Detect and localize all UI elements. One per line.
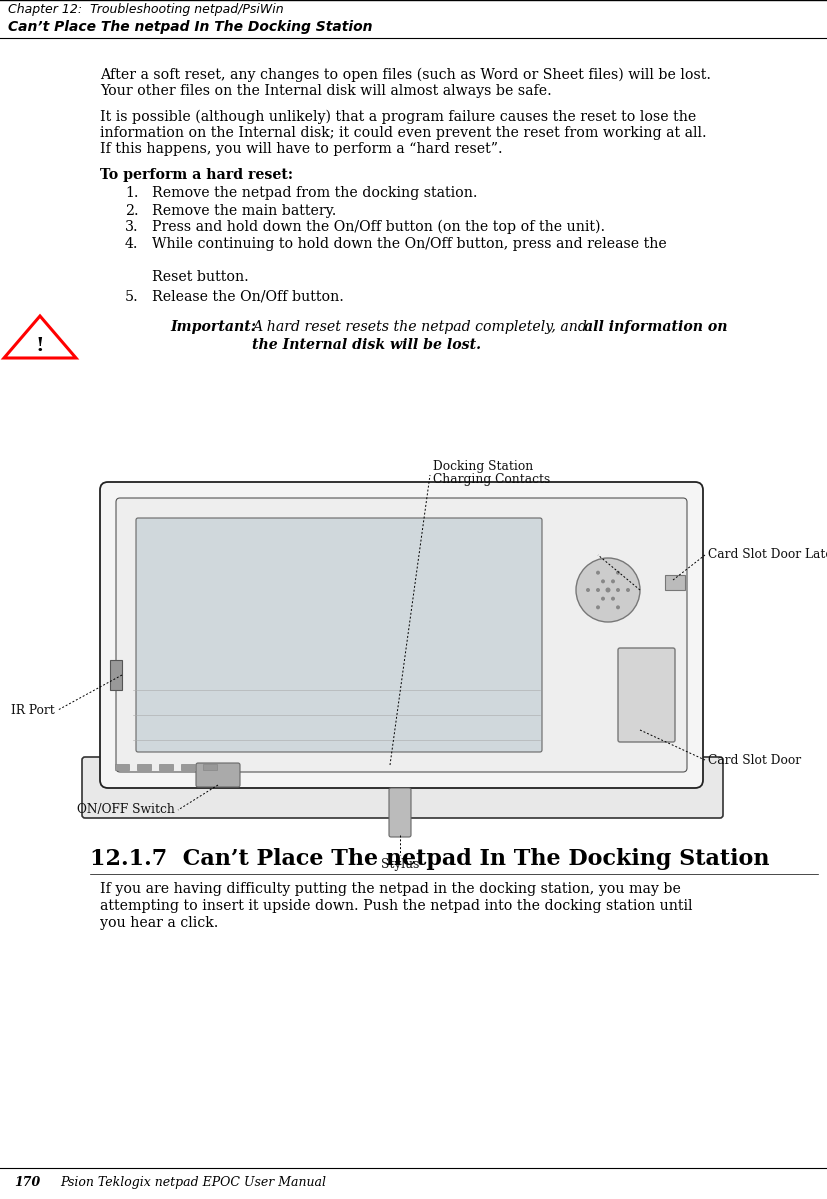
Circle shape [615,588,619,592]
Text: After a soft reset, any changes to open files (such as Word or Sheet files) will: After a soft reset, any changes to open … [100,68,710,83]
Circle shape [605,588,609,592]
Text: attempting to insert it upside down. Push the netpad into the docking station un: attempting to insert it upside down. Pus… [100,899,691,912]
Circle shape [610,579,614,584]
Text: 12.1.7  Can’t Place The netpad In The Docking Station: 12.1.7 Can’t Place The netpad In The Doc… [90,848,768,870]
Circle shape [595,571,600,574]
Bar [115,764,129,770]
Text: Can’t Place The netpad In The Docking Station: Can’t Place The netpad In The Docking St… [8,20,372,34]
Text: Press and hold down the On/Off button (on the top of the unit).: Press and hold down the On/Off button (o… [152,219,605,234]
Circle shape [595,588,600,592]
Circle shape [615,605,619,609]
Text: Release the On/Off button.: Release the On/Off button. [152,290,343,305]
Text: Remove the main battery.: Remove the main battery. [152,204,336,218]
Text: 170: 170 [14,1176,41,1189]
Circle shape [610,597,614,601]
Bar [181,764,195,770]
FancyBboxPatch shape [196,763,240,787]
FancyBboxPatch shape [116,498,686,772]
Bar [110,659,122,689]
Text: A hard reset resets the netpad completely, and: A hard reset resets the netpad completel… [251,320,590,335]
Text: 2.: 2. [125,204,138,218]
Text: Reset button.: Reset button. [152,270,248,284]
Text: Stylus: Stylus [380,858,418,870]
Text: ON/OFF Switch: ON/OFF Switch [77,803,174,817]
Text: you hear a click.: you hear a click. [100,916,218,930]
FancyBboxPatch shape [82,757,722,818]
Text: Docking Station: Docking Station [433,460,533,472]
Circle shape [625,588,629,592]
Circle shape [615,571,619,574]
Circle shape [595,605,600,609]
Text: Your other files on the Internal disk will almost always be safe.: Your other files on the Internal disk wi… [100,84,551,98]
Text: Psion Teklogix netpad EPOC User Manual: Psion Teklogix netpad EPOC User Manual [60,1176,326,1189]
Text: IR Port: IR Port [12,704,55,717]
Text: Remove the netpad from the docking station.: Remove the netpad from the docking stati… [152,186,477,200]
Text: While continuing to hold down the On/Off button, press and release the: While continuing to hold down the On/Off… [152,237,666,251]
Text: 5.: 5. [125,290,139,305]
Text: 4.: 4. [125,237,138,251]
Text: the Internal disk will be lost.: the Internal disk will be lost. [251,338,480,353]
Circle shape [600,579,605,584]
Text: Charging Contacts: Charging Contacts [433,472,550,486]
Circle shape [576,558,639,622]
Text: Card Slot Door Latch: Card Slot Door Latch [707,548,827,561]
Text: To perform a hard reset:: To perform a hard reset: [100,168,293,182]
Polygon shape [4,317,76,359]
FancyBboxPatch shape [136,518,542,752]
Text: all information on: all information on [583,320,727,335]
Text: Speaker: Speaker [600,548,652,561]
FancyBboxPatch shape [617,647,674,742]
Text: Card Slot Door: Card Slot Door [707,753,801,766]
Text: Important:: Important: [170,320,256,335]
Text: Chapter 12:  Troubleshooting netpad/PsiWin: Chapter 12: Troubleshooting netpad/PsiWi… [8,4,284,16]
Text: information on the Internal disk; it could even prevent the reset from working a: information on the Internal disk; it cou… [100,126,705,140]
Text: If this happens, you will have to perform a “hard reset”.: If this happens, you will have to perfor… [100,141,502,156]
Text: !: ! [36,337,45,355]
Text: If you are having difficulty putting the netpad in the docking station, you may : If you are having difficulty putting the… [100,882,680,896]
Text: 1.: 1. [125,186,138,200]
Circle shape [586,588,590,592]
FancyBboxPatch shape [389,788,410,837]
Text: It is possible (although unlikely) that a program failure causes the reset to lo: It is possible (although unlikely) that … [100,110,696,125]
Bar [136,764,151,770]
Bar [664,576,684,590]
Bar [203,764,217,770]
Circle shape [600,597,605,601]
FancyBboxPatch shape [100,482,702,788]
Text: 3.: 3. [125,219,138,234]
Bar [159,764,173,770]
